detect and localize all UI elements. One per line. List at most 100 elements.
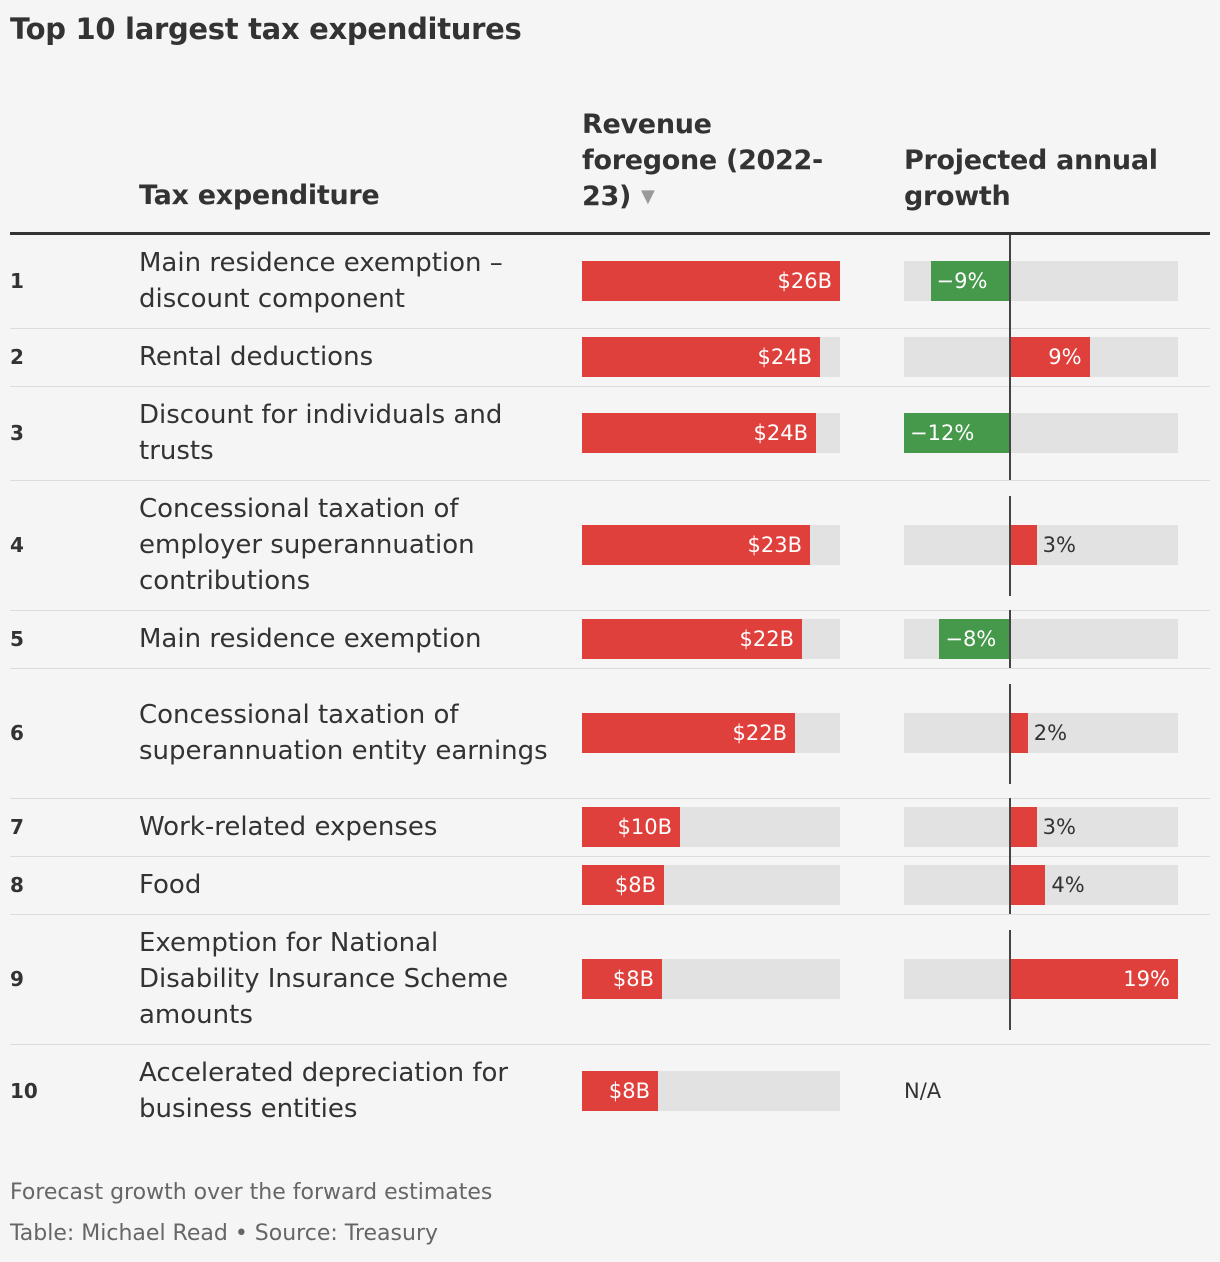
revenue-value-label: $22B	[739, 627, 795, 651]
zero-axis-line	[1009, 930, 1012, 1030]
growth-bar	[904, 413, 1011, 453]
growth-bar-track: 3%	[904, 807, 1178, 847]
row-rank: 3	[10, 421, 24, 445]
row-name: Main residence exemption – discount comp…	[139, 248, 503, 314]
growth-bar-track: −9%	[904, 261, 1178, 301]
row-separator	[10, 798, 1210, 799]
row-separator	[10, 610, 1210, 611]
revenue-value-label: $8B	[608, 1079, 650, 1103]
growth-value-label: −9%	[936, 269, 988, 293]
revenue-value-label: $8B	[612, 967, 654, 991]
column-header-revenue-label: Revenue foregone (2022-23)	[582, 109, 823, 212]
revenue-bar-track: $22B	[582, 713, 840, 753]
growth-bar-track: 4%	[904, 865, 1178, 905]
growth-bar	[1010, 713, 1028, 753]
row-rank: 9	[10, 967, 24, 991]
footnote: Forecast growth over the forward estimat…	[10, 1180, 493, 1205]
row-name: Work-related expenses	[139, 812, 438, 842]
row-name: Food	[139, 870, 202, 900]
growth-value-label: 19%	[1123, 967, 1170, 991]
row-rank: 7	[10, 815, 24, 839]
revenue-bar-track: $24B	[582, 337, 840, 377]
chart-title: Top 10 largest tax expenditures	[10, 12, 522, 46]
row-rank: 5	[10, 627, 24, 651]
growth-bar-track: 19%	[904, 959, 1178, 999]
revenue-bar	[582, 337, 820, 377]
row-name: Concessional taxation of superannuation …	[139, 700, 548, 766]
header-rule	[10, 232, 1210, 235]
growth-value-label: 9%	[1048, 345, 1082, 369]
row-rank: 8	[10, 873, 24, 897]
row-name: Main residence exemption	[139, 624, 482, 654]
growth-value-label: 3%	[1042, 533, 1076, 557]
row-rank: 1	[10, 269, 24, 293]
zero-axis-line	[1009, 798, 1012, 856]
row-separator	[10, 386, 1210, 387]
revenue-value-label: $22B	[732, 721, 788, 745]
column-header-growth[interactable]: Projected annual growth	[904, 145, 1158, 212]
revenue-value-label: $26B	[777, 269, 833, 293]
sort-descending-icon: ▼	[641, 186, 655, 207]
zero-axis-line	[1009, 235, 1012, 480]
growth-bar-track: 2%	[904, 713, 1178, 753]
row-name: Discount for individuals and trusts	[139, 400, 503, 466]
credit-line: Table: Michael Read • Source: Treasury	[10, 1221, 439, 1246]
column-header-expenditure[interactable]: Tax expenditure	[139, 180, 380, 211]
growth-value-label: −12%	[910, 421, 975, 445]
zero-axis-line	[1009, 496, 1012, 596]
column-header-revenue[interactable]: Revenue foregone (2022-23) ▼	[582, 107, 832, 215]
revenue-bar-track: $26B	[582, 261, 840, 301]
revenue-value-label: $23B	[747, 533, 803, 557]
growth-bar	[1010, 959, 1178, 999]
revenue-bar	[582, 525, 810, 565]
revenue-bar-track: $8B	[582, 959, 840, 999]
row-name: Concessional taxation of employer supera…	[139, 494, 475, 596]
zero-axis-line	[1009, 684, 1012, 784]
revenue-bar	[582, 713, 795, 753]
revenue-bar-track: $10B	[582, 807, 840, 847]
revenue-value-label: $8B	[614, 873, 656, 897]
growth-bar	[1010, 865, 1046, 905]
row-rank: 10	[10, 1079, 38, 1103]
row-separator	[10, 856, 1210, 857]
row-name: Rental deductions	[139, 342, 374, 372]
row-name: Exemption for National Disability Insura…	[139, 928, 509, 1030]
growth-bar	[1010, 525, 1037, 565]
growth-na-label: N/A	[904, 1079, 942, 1103]
row-rank: 4	[10, 533, 24, 557]
growth-bar	[939, 619, 1011, 659]
row-rank: 6	[10, 721, 24, 745]
revenue-bar	[582, 807, 680, 847]
revenue-value-label: $10B	[617, 815, 673, 839]
revenue-bar-track: $8B	[582, 1071, 840, 1111]
row-name: Accelerated depreciation for business en…	[139, 1058, 509, 1124]
growth-value-label: 3%	[1042, 815, 1076, 839]
growth-bar-track: −12%	[904, 413, 1178, 453]
revenue-bar-track: $22B	[582, 619, 840, 659]
zero-axis-line	[1009, 856, 1012, 914]
row-rank: 2	[10, 345, 24, 369]
row-separator	[10, 668, 1210, 669]
row-separator	[10, 914, 1210, 915]
revenue-bar	[582, 413, 816, 453]
zero-axis-line	[1009, 610, 1012, 668]
revenue-bar-track: $24B	[582, 413, 840, 453]
growth-bar	[930, 261, 1011, 301]
growth-value-label: −8%	[945, 627, 997, 651]
revenue-bar-track: $23B	[582, 525, 840, 565]
growth-value-label: 4%	[1051, 873, 1085, 897]
revenue-bar	[582, 959, 662, 999]
revenue-bar	[582, 1071, 658, 1111]
revenue-bar	[582, 865, 664, 905]
revenue-value-label: $24B	[753, 421, 809, 445]
row-separator	[10, 1044, 1210, 1045]
growth-bar	[1010, 807, 1037, 847]
row-separator	[10, 328, 1210, 329]
growth-value-label: 2%	[1033, 721, 1068, 745]
row-separator	[10, 480, 1210, 481]
revenue-bar	[582, 261, 840, 301]
growth-bar-track: −8%	[904, 619, 1178, 659]
revenue-bar-track: $8B	[582, 865, 840, 905]
growth-bar	[1010, 337, 1090, 377]
revenue-bar	[582, 619, 802, 659]
